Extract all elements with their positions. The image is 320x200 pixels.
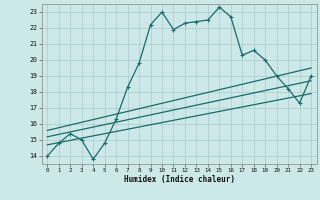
X-axis label: Humidex (Indice chaleur): Humidex (Indice chaleur) — [124, 175, 235, 184]
